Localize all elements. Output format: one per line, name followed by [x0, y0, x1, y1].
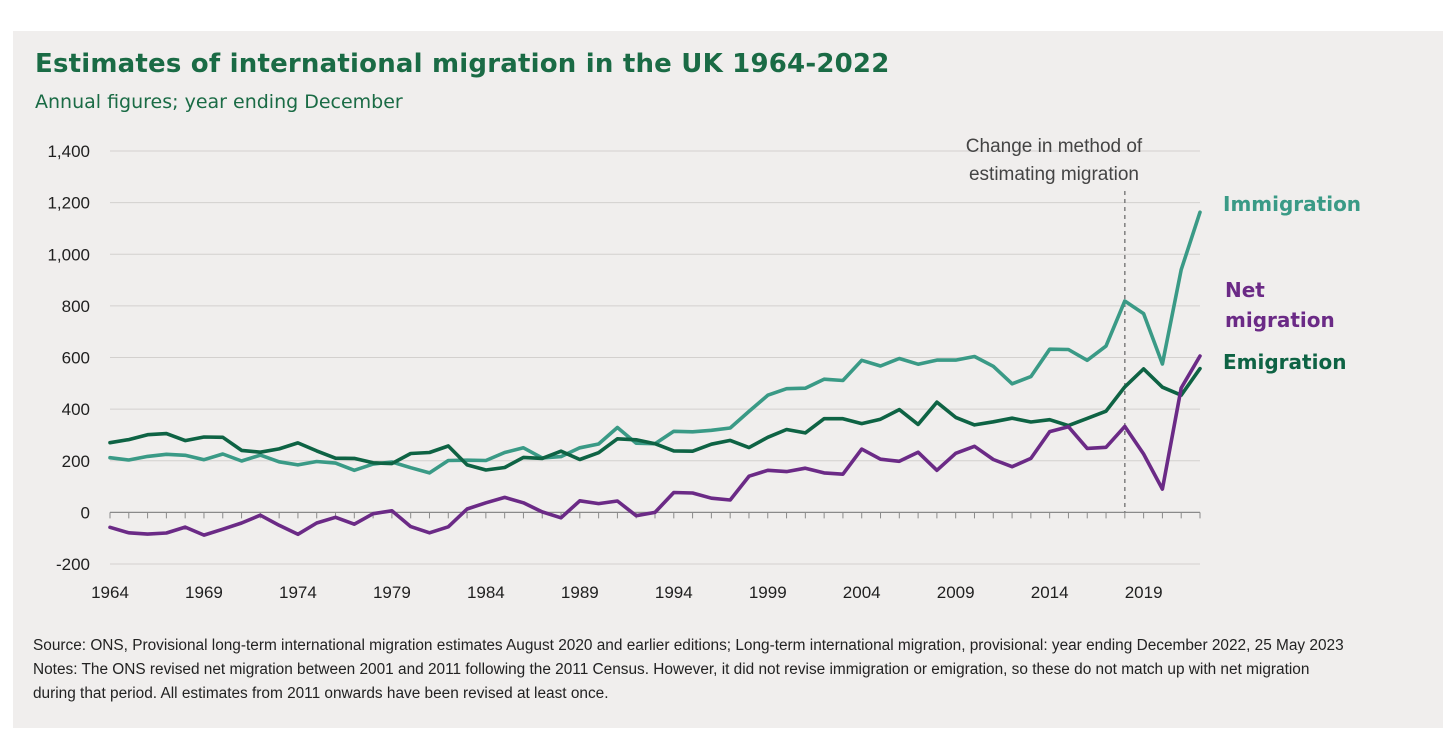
y-tick-label: 200: [62, 452, 90, 471]
series-labels: Immigration Emigration Net migration: [1223, 192, 1361, 374]
series-line-emigration: [108, 366, 1202, 472]
annotation-text-line2: estimating migration: [969, 164, 1139, 185]
annotation-text-line1: Change in method of: [966, 136, 1143, 157]
series-label-net-migration: Net: [1225, 278, 1265, 302]
y-tick-label: 1,000: [47, 245, 90, 264]
chart-panel: [13, 31, 1443, 728]
axes: -200 0 200 400 600 800 1,000 1,200 1,400 1964 1969…: [47, 142, 1201, 602]
y-tick-label: 400: [62, 400, 90, 419]
chart-subtitle: Annual figures; year ending December: [35, 91, 403, 113]
notes-line-2: during that period. All estimates from 2…: [33, 685, 609, 702]
y-tick-label: 800: [62, 297, 90, 316]
series-line-net-migration: [108, 354, 1202, 537]
x-tick-label: 2004: [843, 583, 881, 602]
x-tick-label: 1979: [373, 583, 411, 602]
chart-footer: Source: ONS, Provisional long-term inter…: [33, 634, 1433, 706]
series-label-emigration: Emigration: [1223, 350, 1346, 374]
y-tick-label: 0: [81, 503, 90, 522]
method-change-annotation: Change in method of estimating migration: [966, 136, 1143, 513]
chart-title: Estimates of international migration in …: [35, 49, 890, 79]
grid-lines: [110, 150, 1200, 565]
x-tick-label: 1999: [749, 583, 787, 602]
x-tick-label: 1969: [185, 583, 223, 602]
source-note: Source: ONS, Provisional long-term inter…: [33, 637, 1344, 654]
x-tick-label: 1974: [279, 583, 317, 602]
x-tick-label: 1994: [655, 583, 693, 602]
y-tick-label: 600: [62, 349, 90, 368]
x-tick-label: 2014: [1031, 583, 1069, 602]
y-tick-label: 1,200: [47, 194, 90, 213]
series-line-immigration: [108, 210, 1202, 475]
y-tick-label: 1,400: [47, 142, 90, 161]
y-tick-label: -200: [56, 555, 90, 574]
series-label-immigration: Immigration: [1223, 192, 1361, 216]
series-label-net-migration: migration: [1225, 308, 1335, 332]
x-tick-label: 1989: [561, 583, 599, 602]
x-tick-label: 1964: [91, 583, 129, 602]
x-tick-label: 1984: [467, 583, 505, 602]
series-lines: [108, 210, 1202, 537]
x-tick-label: 2019: [1125, 583, 1163, 602]
x-tick-label: 2009: [937, 583, 975, 602]
notes-line-1: Notes: The ONS revised net migration bet…: [33, 661, 1310, 678]
